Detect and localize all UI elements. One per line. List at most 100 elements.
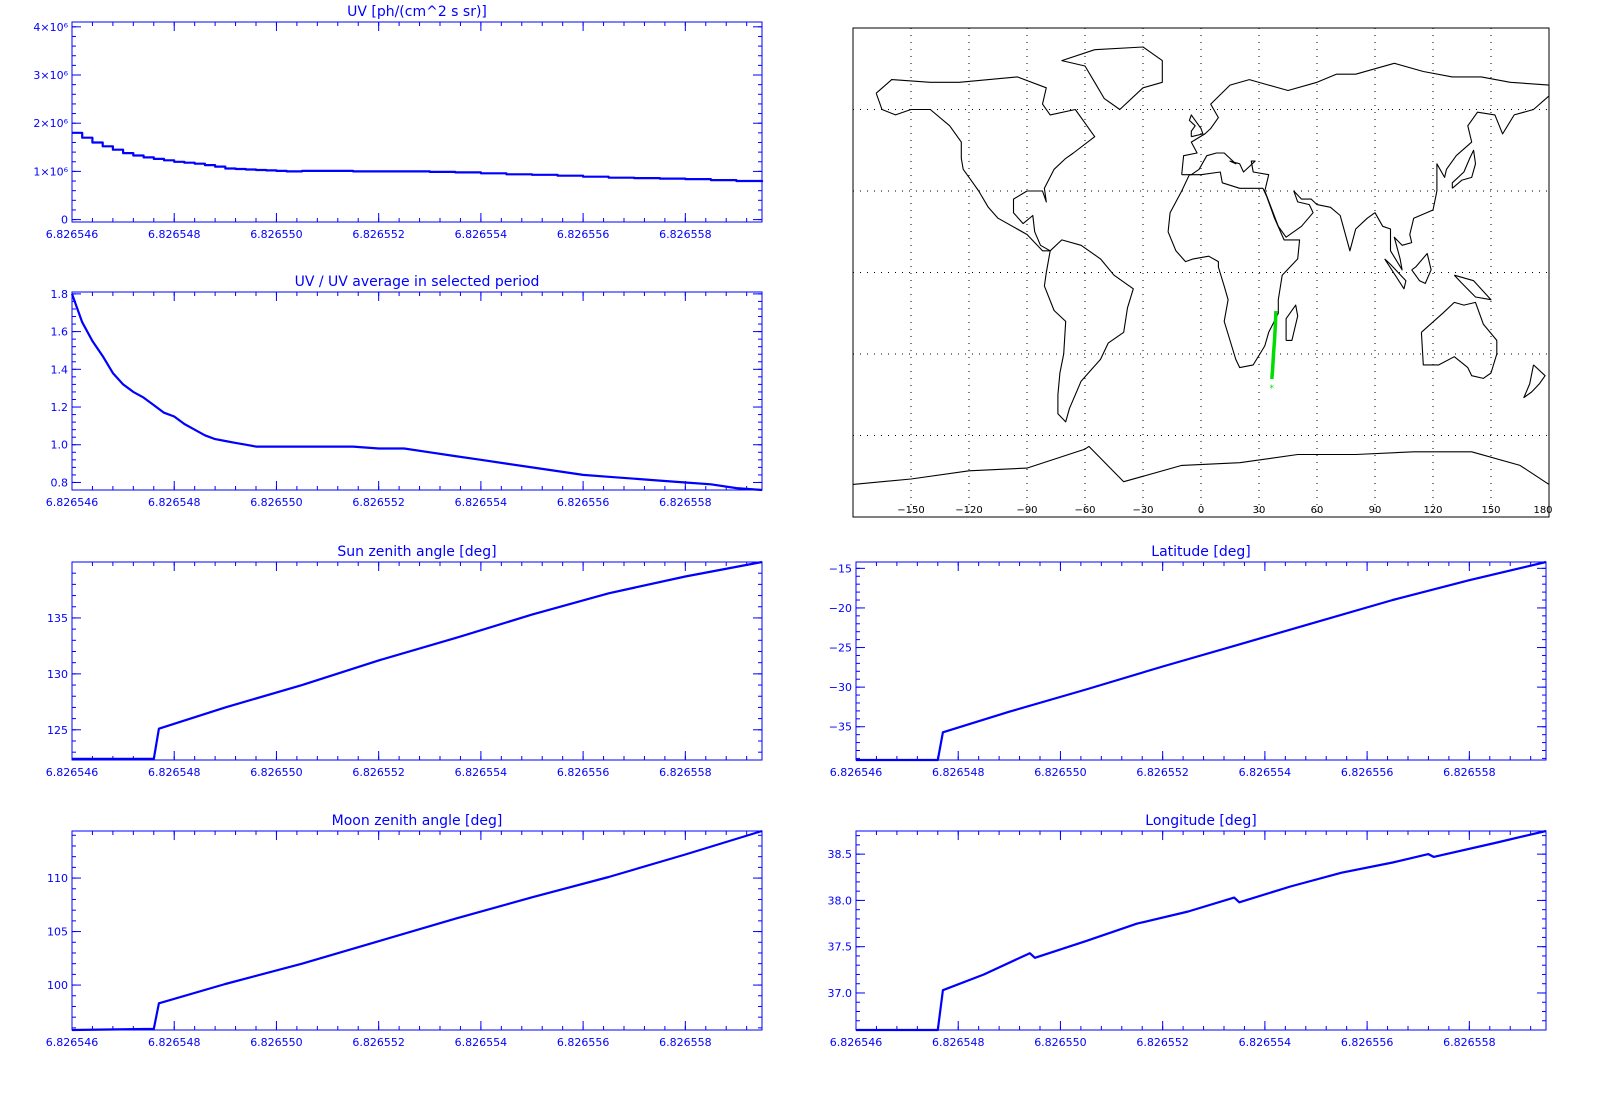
moon-zenith-ytick-label: 100 [47, 979, 68, 992]
sun-zenith-xtick-label: 6.826556 [557, 766, 610, 779]
longitude-ytick-label: 37.5 [828, 941, 853, 954]
sun-zenith-ytick-label: 125 [47, 724, 68, 737]
uv-ytick-label: 3×10⁶ [33, 69, 68, 82]
uv-ratio-series-line [70, 293, 763, 492]
uv-ytick-label: 0 [61, 214, 68, 227]
latitude-ytick-label: −35 [829, 721, 852, 734]
moon-zenith-xtick-label: 6.826550 [250, 1036, 303, 1049]
continent-japan [1451, 149, 1477, 189]
moon-zenith-xtick-label: 6.826558 [659, 1036, 712, 1049]
uv-title: UV [ph/(cm^2 s sr)] [347, 4, 487, 20]
latitude-series-line [856, 560, 1547, 762]
continent-sumatra [1384, 258, 1407, 290]
track-start-marker: * [1270, 384, 1275, 394]
continent-greenland [1061, 46, 1163, 111]
map-lon-label: −90 [1016, 505, 1037, 516]
latitude-xtick-label: 6.826552 [1136, 766, 1189, 779]
longitude-chart: Longitude [deg] 6.826546 6.826548 6.826550 6… [828, 813, 1547, 1049]
map-frame [852, 27, 1550, 518]
latitude-xtick-label: 6.826546 [830, 766, 883, 779]
uv-xtick-label: 6.826546 [46, 228, 99, 241]
longitude-ytick-label: 38.0 [828, 894, 853, 907]
map-lon-label: −150 [897, 505, 924, 516]
uv-ratio-xtick-label: 6.826546 [46, 496, 99, 509]
latitude-title: Latitude [deg] [1151, 544, 1250, 560]
sun-zenith-xtick-label: 6.826552 [352, 766, 405, 779]
moon-zenith-xtick-label: 6.826554 [455, 1036, 508, 1049]
uv-ytick-label: 1×10⁶ [33, 165, 68, 178]
sun-zenith-series-line [72, 560, 763, 761]
moon-zenith-series-line [71, 829, 763, 1032]
sun-zenith-xtick-label: 6.826550 [250, 766, 303, 779]
latitude-xtick-label: 6.826558 [1443, 766, 1496, 779]
sun-zenith-ytick-label: 135 [47, 612, 68, 625]
longitude-xtick-label: 6.826550 [1034, 1036, 1087, 1049]
map-lon-label: 0 [1198, 505, 1204, 516]
uv-ratio-ytick-label: 0.8 [51, 476, 69, 489]
continent-new-guinea [1453, 274, 1492, 301]
longitude-ytick-label: 37.0 [828, 987, 853, 1000]
sun-zenith-xtick-label: 6.826558 [659, 766, 712, 779]
latitude-ytick-label: −30 [829, 681, 852, 694]
map-lon-label: −30 [1132, 505, 1153, 516]
uv-ratio-xtick-label: 6.826548 [148, 496, 201, 509]
continent-north-america [875, 76, 1096, 252]
latitude-chart: Latitude [deg] 6.826546 6.826548 6.826550 6.… [829, 544, 1547, 779]
latitude-xtick-label: 6.826548 [932, 766, 985, 779]
longitude-xtick-label: 6.826546 [830, 1036, 883, 1049]
longitude-xtick-label: 6.826552 [1136, 1036, 1189, 1049]
latitude-xtick-label: 6.826556 [1341, 766, 1394, 779]
longitude-series-line [856, 829, 1547, 1032]
latitude-frame [855, 561, 1547, 761]
longitude-xtick-label: 6.826548 [932, 1036, 985, 1049]
uv-ratio-ytick-label: 1.4 [51, 363, 69, 376]
map-lon-label: 180 [1533, 505, 1552, 516]
uv-xtick-label: 6.826556 [557, 228, 610, 241]
map-lon-label: −60 [1074, 505, 1095, 516]
longitude-frame [855, 830, 1547, 1031]
uv-ratio-chart: UV / UV average in selected period 6.8265… [46, 274, 763, 509]
continent-uk [1188, 114, 1204, 138]
uv-ratio-xtick-label: 6.826552 [352, 496, 405, 509]
uv-ratio-xtick-label: 6.826556 [557, 496, 610, 509]
latitude-ytick-label: −25 [829, 642, 852, 655]
sun-zenith-xtick-label: 6.826554 [455, 766, 508, 779]
uv-ratio-title: UV / UV average in selected period [295, 274, 540, 290]
uv-xtick-label: 6.826552 [352, 228, 405, 241]
sun-zenith-ytick-label: 130 [47, 668, 68, 681]
latitude-ytick-label: −15 [829, 562, 852, 575]
latitude-xtick-label: 6.826550 [1034, 766, 1087, 779]
continent-south-america [1043, 239, 1134, 423]
uv-ratio-xtick-label: 6.826558 [659, 496, 712, 509]
map-lon-label: 150 [1481, 505, 1500, 516]
uv-ratio-ytick-label: 1.8 [51, 288, 69, 301]
moon-zenith-chart: Moon zenith angle [deg] 6.826546 6.826548 6… [46, 813, 763, 1049]
uv-xtick-label: 6.826554 [455, 228, 508, 241]
moon-zenith-xtick-label: 6.826556 [557, 1036, 610, 1049]
sun-zenith-xtick-label: 6.826548 [148, 766, 201, 779]
continent-borneo [1411, 252, 1432, 284]
longitude-xtick-label: 6.826556 [1341, 1036, 1394, 1049]
uv-ytick-label: 4×10⁶ [33, 21, 68, 34]
longitude-xtick-label: 6.826558 [1443, 1036, 1496, 1049]
uv-series-line [72, 131, 764, 183]
moon-zenith-ytick-label: 110 [47, 872, 68, 885]
map-lon-label: 30 [1253, 505, 1266, 516]
uv-xtick-label: 6.826550 [250, 228, 303, 241]
uv-ratio-xtick-label: 6.826554 [455, 496, 508, 509]
uv-xtick-label: 6.826558 [659, 228, 712, 241]
uv-ratio-ytick-label: 1.0 [51, 439, 69, 452]
continent-new-zealand [1523, 364, 1546, 399]
map-lon-label: 90 [1369, 505, 1382, 516]
latitude-ytick-label: −20 [829, 602, 852, 615]
latitude-xtick-label: 6.826554 [1239, 766, 1292, 779]
ground-track [1270, 311, 1278, 380]
continent-antarctica [852, 445, 1550, 485]
map-lon-label: 60 [1311, 505, 1324, 516]
uv-ytick-label: 2×10⁶ [33, 117, 68, 130]
sun-zenith-frame [71, 561, 763, 761]
map-lon-label: 120 [1423, 505, 1442, 516]
moon-zenith-xtick-label: 6.826546 [46, 1036, 99, 1049]
continent-eurasia [1181, 62, 1550, 271]
